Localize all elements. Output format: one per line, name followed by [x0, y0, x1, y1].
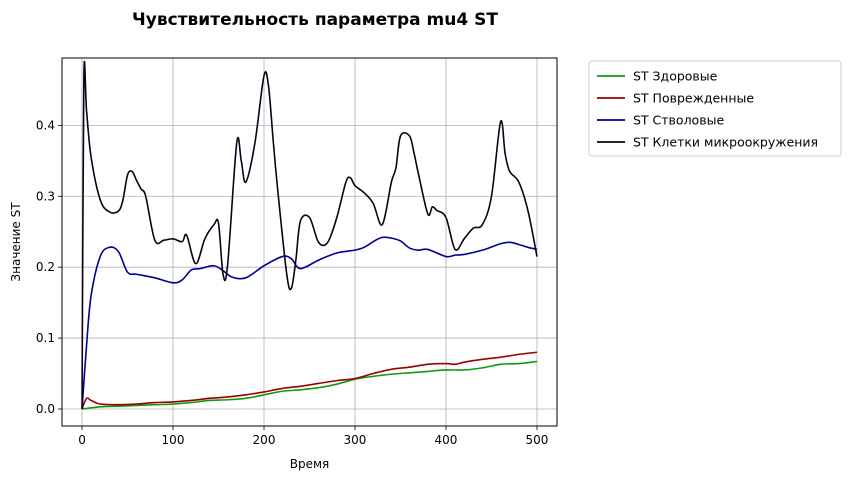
legend-label-1: ST Поврежденные: [633, 91, 754, 106]
series-line-2: [81, 236, 538, 410]
grid: [62, 58, 557, 426]
y-axis: 0.0 0.1 0.2 0.3 0.4: [36, 118, 62, 416]
x-tick-label: 100: [162, 433, 185, 447]
legend-label-0: ST Здоровые: [633, 69, 718, 84]
legend: ST Здоровые ST Поврежденные ST Стволовые ST…: [588, 60, 842, 157]
legend-label-2: ST Стволовые: [633, 113, 724, 128]
series-line-0: [81, 360, 538, 410]
series-line-3: [81, 60, 538, 409]
y-tick-label: 0.3: [36, 189, 55, 203]
x-tick-label: 200: [253, 433, 276, 447]
series-line-1: [81, 351, 538, 410]
x-tick-label: 300: [344, 433, 367, 447]
x-tick-label: 500: [526, 433, 549, 447]
legend-label-3: ST Клетки микроокружения: [633, 135, 818, 150]
x-tick-label: 0: [78, 433, 86, 447]
y-tick-label: 0.0: [36, 402, 55, 416]
legend-box: [588, 60, 842, 157]
plot-frame: [61, 57, 558, 427]
x-tick-label: 400: [435, 433, 458, 447]
y-tick-label: 0.1: [36, 331, 55, 345]
y-tick-label: 0.2: [36, 260, 55, 274]
x-axis-label: Время: [290, 457, 330, 471]
x-axis: 0 100 200 300 400 500: [78, 426, 548, 447]
plot-lines: [81, 60, 538, 410]
chart-title: Чувствительность параметра mu4 ST: [132, 10, 498, 30]
y-tick-label: 0.4: [36, 118, 55, 132]
y-axis-label: Значение ST: [9, 202, 23, 282]
